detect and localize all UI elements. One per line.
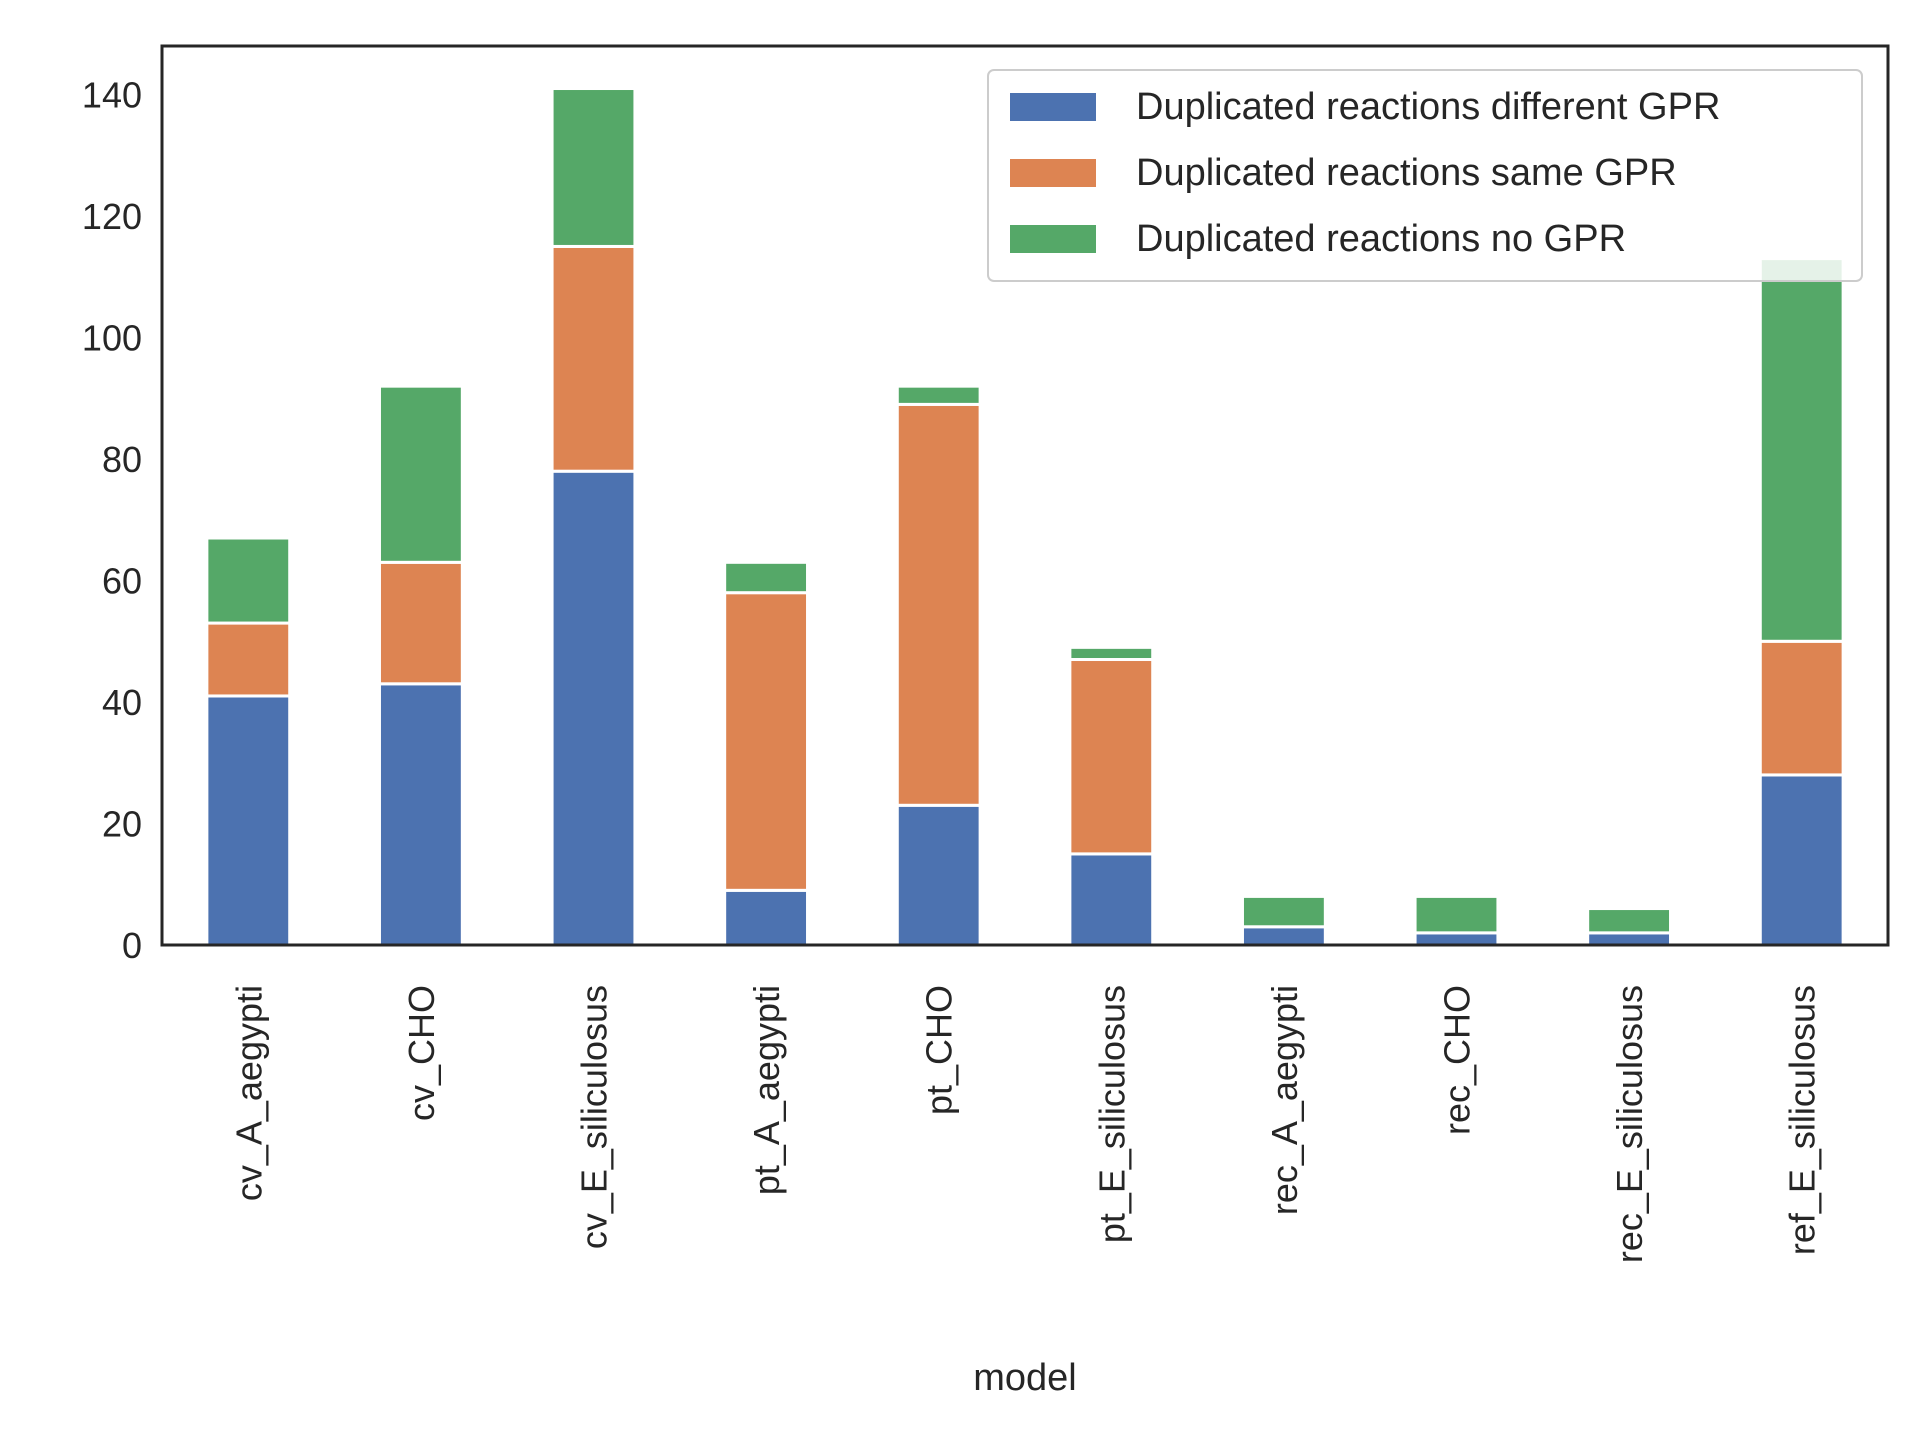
y-tick-label: 140	[82, 75, 142, 116]
bar-segment-pt_A_aegypti-series-2	[723, 591, 810, 892]
legend-swatch-series-3	[1010, 225, 1096, 253]
legend-label-series-2: Duplicated reactions same GPR	[1136, 152, 1677, 194]
x-tick-label: pt_E_siliculosus	[1091, 985, 1132, 1243]
y-axis: 0 20 40 60 80 100 120 140	[82, 75, 142, 966]
bar-segment-ref_E_siliculosus-series-1	[1758, 773, 1845, 947]
bar-segment-cv_A_aegypti-series-2	[205, 621, 292, 698]
bar-segment-pt_E_siliculosus-series-3	[1068, 645, 1155, 662]
bar-segment-rec_CHO-series-3	[1413, 894, 1500, 935]
y-tick-label: 40	[102, 682, 142, 723]
bar-segment-rec_A_aegypti-series-1	[1240, 925, 1327, 947]
bar-segment-cv_A_aegypti-series-3	[205, 536, 292, 625]
bars-layer	[205, 87, 1845, 947]
bar-segment-rec_E_siliculosus-series-3	[1586, 907, 1673, 935]
bar-segment-rec_CHO-series-1	[1413, 931, 1500, 947]
bar-segment-rec_E_siliculosus-series-1	[1586, 931, 1673, 947]
x-tick-label: ref_E_siliculosus	[1782, 985, 1823, 1255]
bar-segment-cv_CHO-series-1	[377, 682, 464, 947]
bar-segment-cv_E_siliculosus-series-1	[550, 469, 637, 947]
y-tick-label: 120	[82, 196, 142, 237]
y-tick-label: 20	[102, 804, 142, 845]
y-tick-label: 80	[102, 439, 142, 480]
legend-label-series-3: Duplicated reactions no GPR	[1136, 218, 1626, 260]
y-tick-label: 0	[122, 925, 142, 966]
bar-segment-pt_CHO-series-2	[895, 402, 982, 807]
bar-segment-cv_A_aegypti-series-1	[205, 694, 292, 947]
x-tick-label: rec_E_siliculosus	[1609, 985, 1650, 1263]
legend: Duplicated reactions different GPR Duplic…	[987, 69, 1863, 282]
legend-label-series-1: Duplicated reactions different GPR	[1136, 86, 1720, 128]
x-tick-label: cv_CHO	[401, 985, 442, 1121]
bar-segment-pt_CHO-series-1	[895, 803, 982, 947]
bar-segment-pt_E_siliculosus-series-1	[1068, 852, 1155, 947]
y-tick-label: 60	[102, 561, 142, 602]
bar-segment-pt_E_siliculosus-series-2	[1068, 658, 1155, 856]
bar-segment-pt_CHO-series-3	[895, 384, 982, 406]
x-tick-label: rec_A_aegypti	[1264, 985, 1305, 1215]
bar-segment-rec_A_aegypti-series-3	[1240, 894, 1327, 929]
bar-segment-pt_A_aegypti-series-3	[723, 560, 810, 595]
legend-box	[987, 69, 1863, 282]
legend-swatch-series-2	[1010, 159, 1096, 187]
bar-segment-pt_A_aegypti-series-1	[723, 888, 810, 947]
x-axis-label: model	[973, 1357, 1077, 1399]
bar-segment-cv_E_siliculosus-series-3	[550, 87, 637, 248]
x-axis: cv_A_aegypti cv_CHO cv_E_siliculosus pt_A_a…	[228, 985, 1822, 1263]
bar-segment-ref_E_siliculosus-series-3	[1758, 257, 1845, 643]
bar-segment-ref_E_siliculosus-series-2	[1758, 639, 1845, 777]
plot-frame	[160, 44, 1890, 947]
y-tick-label: 100	[82, 318, 142, 359]
x-tick-label: pt_A_aegypti	[746, 985, 787, 1195]
x-tick-label: cv_A_aegypti	[228, 985, 269, 1201]
bar-segment-cv_CHO-series-3	[377, 384, 464, 564]
x-tick-label: pt_CHO	[919, 985, 960, 1115]
x-tick-label: rec_CHO	[1437, 985, 1478, 1135]
bar-segment-cv_CHO-series-2	[377, 560, 464, 686]
legend-swatch-series-1	[1010, 93, 1096, 121]
x-tick-label: cv_E_siliculosus	[574, 985, 615, 1249]
bar-segment-cv_E_siliculosus-series-2	[550, 244, 637, 473]
